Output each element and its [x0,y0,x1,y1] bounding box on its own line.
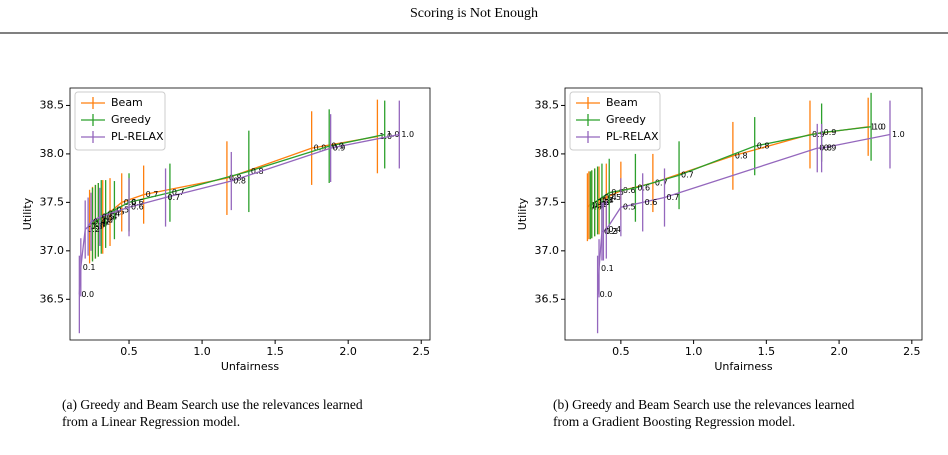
caption: (a) Greedy and Beam Search use the relev… [62,397,363,412]
point-label: 0.5 [112,208,125,217]
point-label: 0.9 [314,144,327,153]
point-label: 0.3 [90,222,103,231]
point-label: 1.0 [870,122,883,131]
legend-label: PL-RELAX [111,130,164,143]
point-label: 0.5 [116,206,129,215]
x-axis-label: Unfairness [221,360,279,373]
point-label: 0.9 [824,144,837,153]
point-label: 1.0 [379,132,392,141]
legend-label: PL-RELAX [606,130,659,143]
x-tick-label: 2.0 [830,345,848,358]
y-tick-label: 36.5 [40,292,65,305]
point-label: 0.4 [105,212,118,221]
running-header: Scoring is Not Enough [410,6,538,21]
x-tick-label: 2.0 [339,345,357,358]
caption: from a Linear Regression model. [62,414,240,429]
point-label: 0.1 [601,264,614,273]
legend-box [74,91,166,151]
point-label: 0.1 [594,200,607,209]
point-label: 0.1 [97,217,110,226]
point-label: 0.6 [131,203,144,212]
point-label: 0.2 [100,215,113,224]
point-label: 0.6 [645,198,658,207]
point-label: 0.0 [592,201,605,210]
point-label: 0.6 [623,186,636,195]
point-label: 0.5 [611,188,624,197]
point-label: 1.0 [873,122,886,131]
legend-label: Beam [111,96,143,109]
point-label: 0.5 [102,212,115,221]
point-label: 0.0 [81,290,94,299]
y-tick-label: 37.0 [535,244,560,257]
caption: (b) Greedy and Beam Search use the relev… [553,397,855,412]
point-label: 0.9 [812,130,825,139]
point-label: 0.8 [251,167,264,176]
x-tick-label: 1.0 [193,345,211,358]
point-label: 0.8 [819,144,832,153]
point-label: 0.8 [757,142,770,151]
plot-frame [564,87,923,341]
point-label: 0.6 [131,198,144,207]
x-tick-label: 0.5 [612,345,630,358]
point-label: 0.4 [604,193,617,202]
x-tick-label: 1.5 [758,345,776,358]
x-tick-label: 1.5 [266,345,284,358]
point-label: 0.3 [100,215,113,224]
point-label: 0.4 [608,225,621,234]
point-label: 0.4 [601,196,614,205]
point-label: 0.2 [87,225,100,234]
x-tick-label: 0.5 [120,345,138,358]
point-label: 0.7 [681,171,694,180]
legend-label: Greedy [111,113,151,126]
y-axis-label: Utility [516,197,529,230]
point-label: 0.6 [637,183,650,192]
x-axis-label: Unfairness [714,360,772,373]
y-tick-label: 38.0 [535,147,560,160]
point-label: 0.2 [97,217,110,226]
point-label: 0.5 [608,193,621,202]
point-label: 0.9 [333,144,346,153]
caption: from a Gradient Boosting Regression mode… [553,414,795,429]
legend-box [569,91,661,151]
point-label: 0.1 [83,263,96,272]
point-label: 0.7 [168,193,181,202]
point-label: 0.7 [146,190,159,199]
point-label: 0.8 [233,177,246,186]
point-label: 0.7 [172,188,185,197]
point-label: 0.8 [229,174,242,183]
y-tick-label: 36.5 [535,292,560,305]
point-label: 1.0 [387,130,400,139]
point-label: 0.2 [594,200,607,209]
point-label: 0.9 [824,128,837,137]
y-tick-label: 38.5 [40,98,65,111]
point-label: 0.2 [604,227,617,236]
plot-frame [69,87,431,341]
point-label: 1.0 [401,130,414,139]
x-tick-label: 2.5 [903,345,921,358]
y-tick-label: 37.0 [40,244,65,257]
y-tick-label: 38.5 [535,98,560,111]
point-label: 0.0 [589,203,602,212]
point-label: 0.7 [667,193,680,202]
y-tick-label: 37.5 [535,195,560,208]
legend-label: Beam [606,96,638,109]
x-tick-label: 1.0 [685,345,703,358]
legend-label: Greedy [606,113,646,126]
point-label: 0.8 [735,151,748,160]
point-label: 0.3 [103,212,116,221]
point-label: 0.5 [623,203,636,212]
point-label: 0.0 [600,290,613,299]
point-label: 0.3 [605,227,618,236]
y-tick-label: 37.5 [40,195,65,208]
y-tick-label: 38.0 [40,147,65,160]
point-label: 0.7 [655,178,668,187]
y-axis-label: Utility [21,197,34,230]
x-tick-label: 2.5 [412,345,430,358]
point-label: 1.0 [892,130,905,139]
